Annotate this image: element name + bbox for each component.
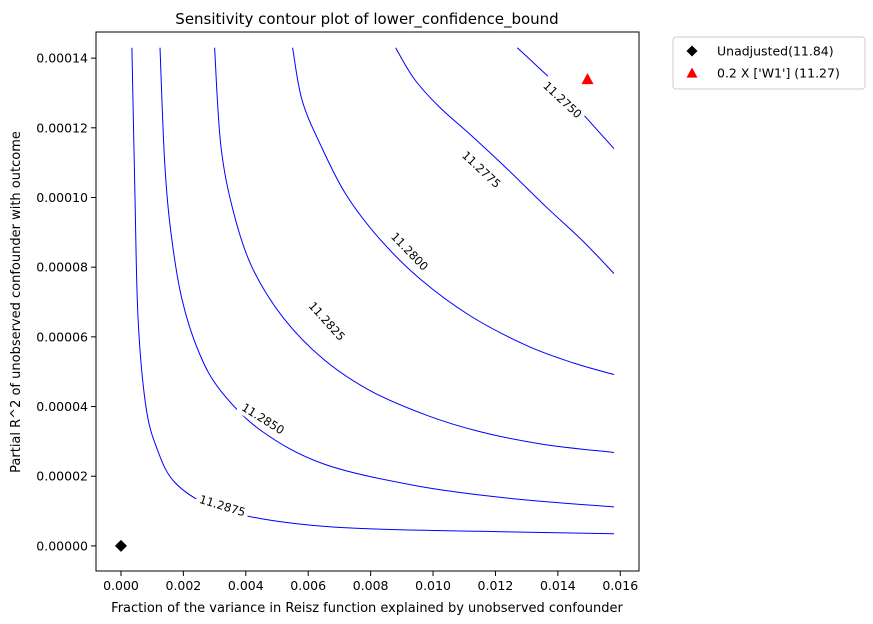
legend: Unadjusted(11.84) 0.2 X ['W1'] (11.27): [672, 36, 866, 90]
marker-triangle: [581, 73, 594, 85]
contour-label-group: 11.2775: [456, 145, 507, 194]
y-axis-title: Partial R^2 of unobserved confounder wit…: [9, 131, 24, 473]
contour-lines: [131, 47, 615, 535]
x-tick-label: 0.016: [602, 578, 638, 593]
contour-line-11.2875: [131, 47, 615, 535]
contour-line-11.2800: [292, 47, 615, 375]
x-tick-label: 0.012: [478, 578, 514, 593]
contour-label: 11.2800: [388, 230, 431, 274]
marker-triangle: [686, 67, 698, 78]
contour-label-gap: [385, 226, 435, 277]
contour-label-group: 11.2800: [385, 226, 435, 277]
x-tick-label: 0.006: [290, 578, 326, 593]
y-tick-label: 0.00014: [36, 51, 88, 66]
contour-line-11.2825: [214, 47, 615, 453]
legend-frame: [672, 36, 866, 90]
contour-label-group: 11.2825: [302, 295, 351, 347]
y-axis: 0.00000 0.00002 0.00004 0.00006 0.00008 0.000…: [36, 51, 96, 553]
contour-label: 11.2875: [198, 492, 248, 519]
contour-label: 11.2750: [540, 79, 584, 122]
y-tick-label: 0.00006: [36, 329, 88, 344]
y-tick-label: 0.00012: [36, 120, 88, 135]
contour-label-group: 11.2875: [194, 490, 251, 522]
contour-label: 11.2775: [459, 148, 503, 191]
x-axis-title: Fraction of the variance in Reisz functi…: [111, 601, 623, 616]
x-tick-label: 0.008: [353, 578, 389, 593]
y-tick-label: 0.00000: [36, 538, 88, 553]
plot-frame: [95, 31, 640, 572]
data-markers: [114, 73, 594, 552]
legend-entry: Unadjusted(11.84): [717, 44, 834, 59]
contour-label-gap: [537, 75, 588, 125]
marker-diamond: [686, 45, 698, 57]
legend-entry: 0.2 X ['W1'] (11.27): [717, 66, 840, 81]
marker-diamond: [114, 539, 127, 552]
y-tick-label: 0.00004: [36, 399, 88, 414]
contour-label-group: 11.2750: [537, 75, 588, 125]
contour-label-gap: [194, 490, 251, 522]
x-tick-label: 0.010: [415, 578, 451, 593]
x-tick-label: 0.000: [103, 578, 139, 593]
contour-label-gap: [456, 145, 507, 194]
y-tick-label: 0.00010: [36, 190, 88, 205]
contour-label-gap: [302, 295, 351, 347]
x-tick-label: 0.014: [540, 578, 576, 593]
x-tick-label: 0.004: [228, 578, 264, 593]
contour-label-group: 11.2850: [235, 397, 291, 440]
x-tick-label: 0.002: [165, 578, 201, 593]
x-axis: 0.000 0.002 0.004 0.006 0.008 0.010 0.012 0.014…: [103, 571, 638, 593]
y-tick-label: 0.00008: [36, 260, 88, 275]
contour-label: 11.2825: [306, 299, 348, 344]
contour-labels: 11.2875 11.2850 11.2825 11.2800 11.2775 11.27…: [194, 75, 588, 522]
contour-label-gap: [235, 397, 291, 440]
chart-title: Sensitivity contour plot of lower_confid…: [175, 10, 558, 29]
contour-line-11.2775: [395, 47, 615, 274]
contour-line-11.2850: [159, 47, 615, 508]
y-tick-label: 0.00002: [36, 469, 88, 484]
